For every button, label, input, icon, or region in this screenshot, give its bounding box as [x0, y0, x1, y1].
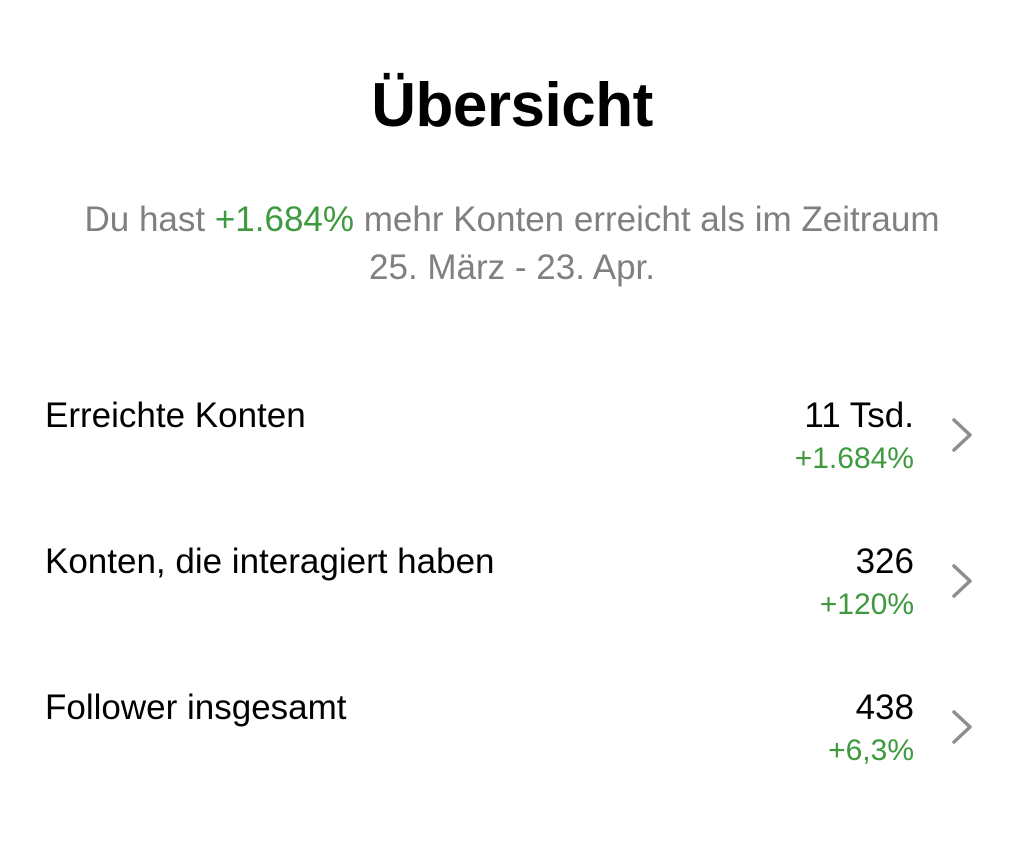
metric-row-interagiert[interactable]: Konten, die interagiert haben 326 +120%: [0, 540, 1024, 650]
summary-suffix: mehr Konten erreicht als im Zeitraum 25.…: [354, 200, 940, 287]
metric-change: +1.684%: [794, 442, 914, 475]
metric-change: +6,3%: [828, 734, 914, 767]
metric-label: Erreichte Konten: [45, 396, 306, 435]
chevron-right-icon[interactable]: [946, 562, 976, 600]
summary-text: Du hast +1.684% mehr Konten erreicht als…: [62, 196, 962, 292]
metric-row-erreichte-konten[interactable]: Erreichte Konten 11 Tsd. +1.684%: [0, 394, 1024, 504]
metric-label: Konten, die interagiert haben: [45, 542, 495, 581]
page-title: Übersicht: [371, 71, 653, 140]
summary-prefix: Du hast: [84, 200, 215, 239]
summary-highlight: +1.684%: [214, 200, 355, 239]
chevron-right-icon[interactable]: [946, 416, 976, 454]
metric-row-follower[interactable]: Follower insgesamt 438 +6,3%: [0, 686, 1024, 796]
metric-value: 438: [855, 688, 914, 727]
metric-change: +120%: [819, 588, 914, 621]
metric-value: 11 Tsd.: [804, 396, 914, 435]
chevron-right-icon[interactable]: [946, 708, 976, 746]
metric-label: Follower insgesamt: [45, 688, 347, 727]
metric-value: 326: [855, 542, 914, 581]
